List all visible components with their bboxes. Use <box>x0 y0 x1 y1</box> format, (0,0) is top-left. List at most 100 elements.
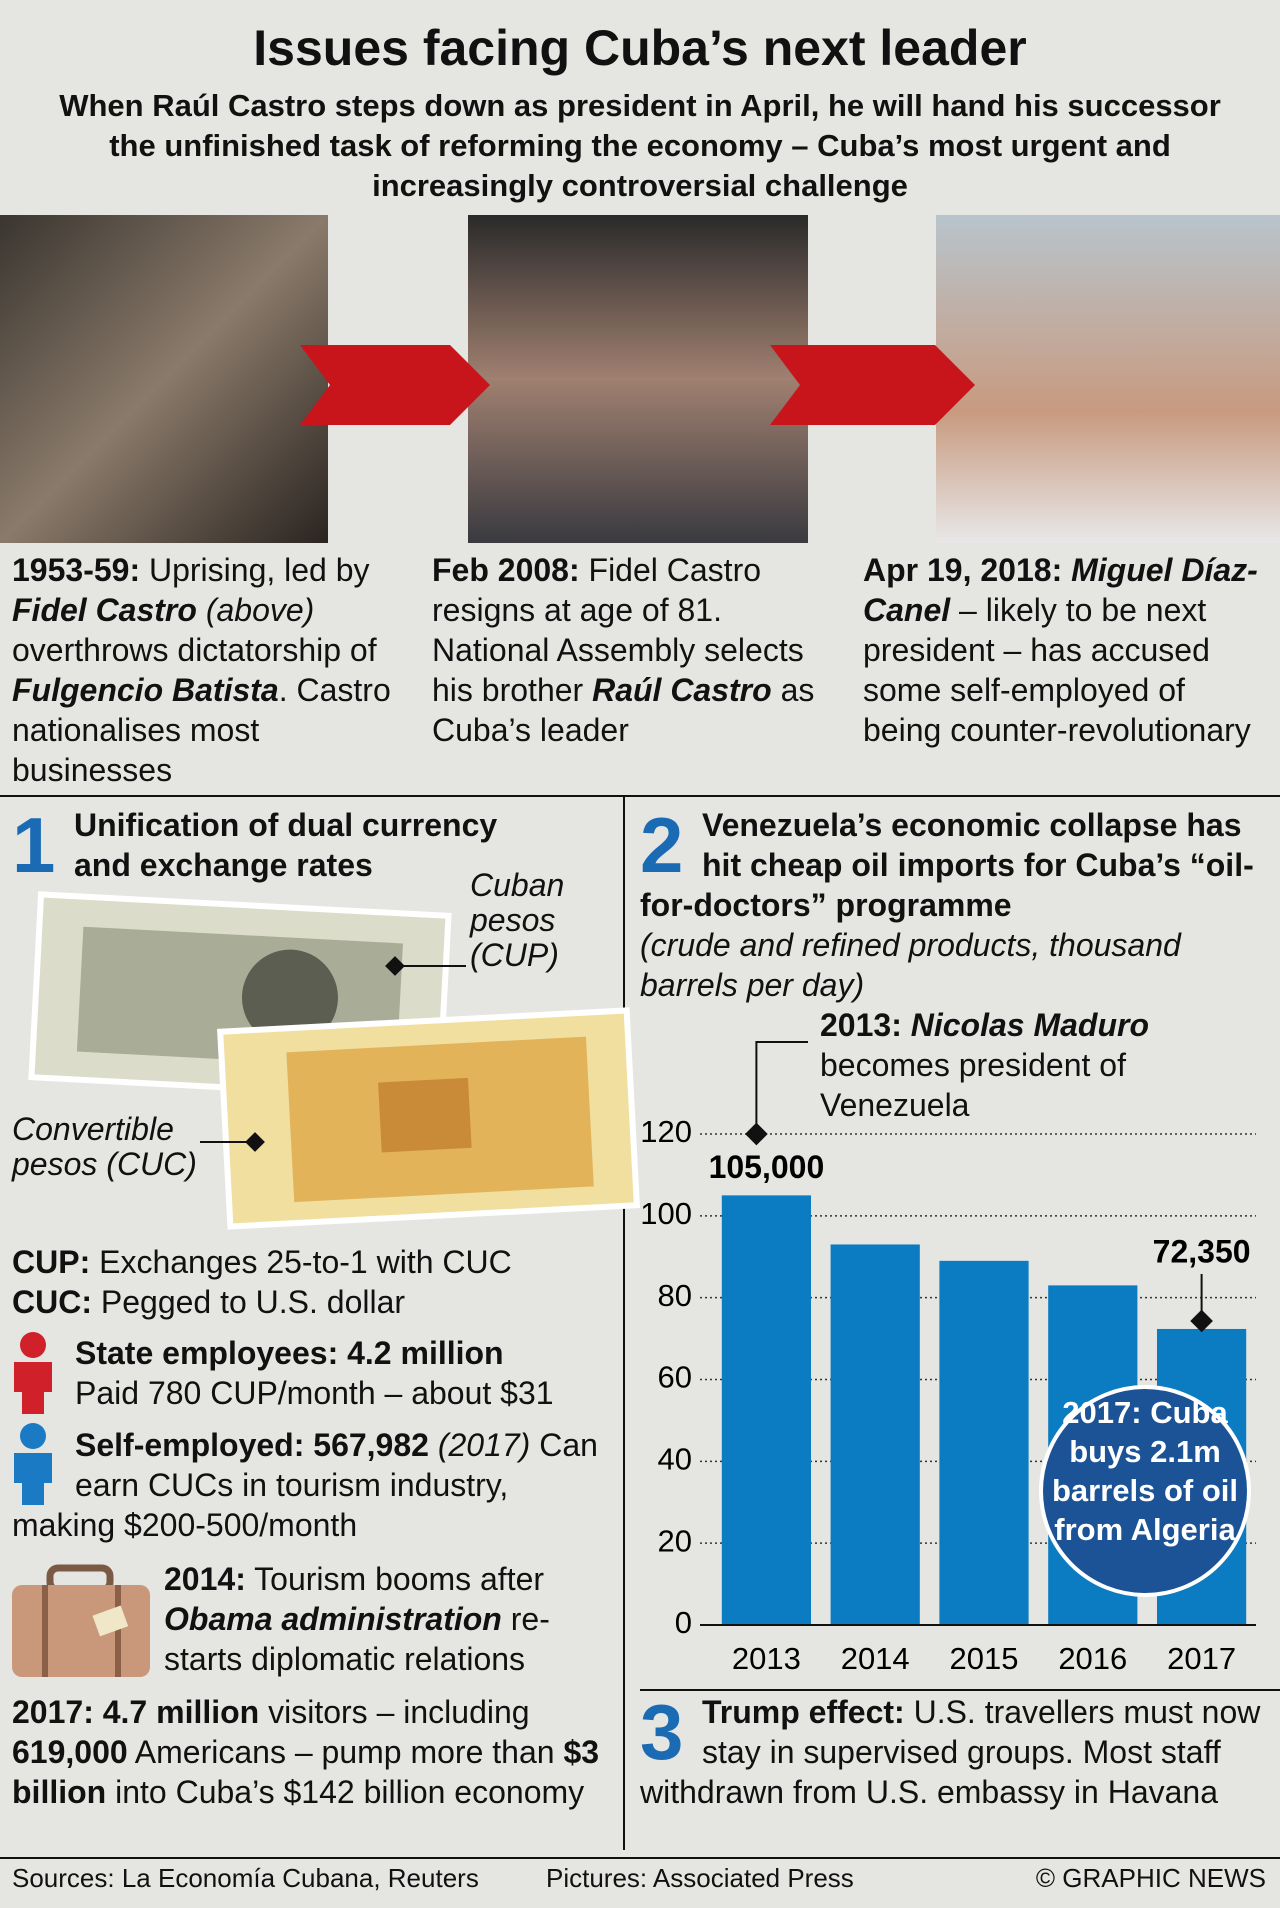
value-label: 105,000 <box>709 1149 825 1185</box>
timeline-entry: Apr 19, 2018: Miguel Díaz-Canel – likely… <box>863 550 1268 750</box>
y-tick-label: 20 <box>658 1523 692 1558</box>
chart-subtitle: (crude and refined products, thousand ba… <box>640 927 1181 1003</box>
name: Fidel Castro <box>12 592 197 628</box>
timeline-entry: Feb 2008: Fidel Castro resigns at age of… <box>432 550 842 750</box>
y-tick-label: 0 <box>675 1605 692 1640</box>
section-number: 2 <box>640 801 684 889</box>
text: U.S. travellers must now stay in supervi… <box>640 1694 1261 1810</box>
text: . Castro nationalises most businesses <box>12 672 391 788</box>
self-employed: Self-employed: 567,982 (2017) Can earn C… <box>12 1425 612 1545</box>
banknote-cuc <box>217 1007 641 1230</box>
timeline-entry: 1953-59: Uprising, led by Fidel Castro (… <box>12 550 422 790</box>
value-label: 72,350 <box>1153 1233 1251 1269</box>
label: CUP: <box>12 1244 91 1280</box>
text: – likely to be next president – has accu… <box>863 592 1251 748</box>
title: Issues facing Cuba’s next leader <box>253 20 1027 76</box>
date: 1953-59: <box>12 552 141 588</box>
text: Pegged to U.S. dollar <box>100 1284 406 1320</box>
heading: Unification of dual currency and exchang… <box>74 807 498 883</box>
name: Miguel Díaz-Canel <box>863 552 1258 628</box>
x-tick-label: 2013 <box>732 1641 801 1676</box>
x-tick-label: 2014 <box>841 1641 910 1676</box>
text: as Cuba’s leader <box>432 672 815 748</box>
heading: Trump effect: <box>702 1694 905 1730</box>
pointer <box>745 1122 768 1146</box>
text: becomes president of Venezuela <box>820 1047 1126 1123</box>
chart: 0 20 40 60 80 100 120 2013 2014 2015 2016 2017 105,0… <box>640 1041 1256 1676</box>
rate: CUP: Exchanges 25-to-1 with CUC <box>12 1242 612 1282</box>
subtitle: When Raúl Castro steps down as president… <box>59 88 1221 203</box>
pictures: Pictures: Associated Press <box>546 1863 854 1893</box>
icon-suitcase <box>12 1564 150 1677</box>
text: Fidel Castro resigns at age of 81. Natio… <box>432 552 804 708</box>
section-number: 1 <box>12 801 56 889</box>
x-tick-label: 2017 <box>1167 1641 1236 1676</box>
rates: CUP: Exchanges 25-to-1 with CUC CUC: Peg… <box>12 1242 612 1322</box>
pointer <box>245 1132 265 1152</box>
y-tick-label: 100 <box>640 1196 692 1231</box>
y-tick-label: 120 <box>640 1114 692 1149</box>
y-tick-label: 80 <box>658 1278 692 1313</box>
heading: State employees: 4.2 million <box>75 1335 504 1371</box>
bar <box>830 1244 920 1625</box>
icon-self-employed <box>14 1423 52 1505</box>
note-label: Cuban pesos (CUP) <box>470 867 565 973</box>
pointer <box>1190 1309 1213 1333</box>
label: CUC: <box>12 1284 92 1320</box>
photo-raul <box>468 215 808 543</box>
section-1-heading: 1 Unification of dual currency and excha… <box>12 805 612 885</box>
arrow <box>770 345 975 425</box>
name: Obama administration <box>164 1601 502 1637</box>
chart-heading: 2 Venezuela’s economic collapse has hit … <box>640 805 1270 1005</box>
year: 2014: <box>164 1561 246 1597</box>
name: Raúl Castro <box>592 672 772 708</box>
callout: 2017: Cuba buys 2.1m barrels of oil from… <box>1051 1395 1239 1547</box>
text: re-starts diplomatic relations <box>164 1601 550 1677</box>
arrow <box>300 345 490 425</box>
figure: 2017: 4.7 million <box>12 1694 260 1730</box>
text: Paid 780 CUP/month – about $31 <box>75 1375 554 1411</box>
date: Feb 2008: <box>432 552 580 588</box>
tourism: 2014: Tourism booms after Obama administ… <box>164 1559 619 1679</box>
section-number: 3 <box>640 1688 684 1776</box>
text: Americans – pump more than <box>134 1734 555 1770</box>
photo-fidel <box>0 215 328 543</box>
annotation: 2013: Nicolas Maduro becomes president o… <box>820 1005 1230 1125</box>
leader <box>755 1041 808 1134</box>
section-3: 3 Trump effect: U.S. travellers must now… <box>640 1692 1270 1812</box>
pointer <box>385 956 405 976</box>
note-label: Convertible pesos (CUC) <box>12 1111 197 1182</box>
figure: 619,000 <box>12 1734 128 1770</box>
bar <box>939 1260 1029 1625</box>
rate: CUC: Pegged to U.S. dollar <box>12 1282 612 1322</box>
y-tick-label: 40 <box>658 1442 692 1477</box>
figure: $3 billion <box>12 1734 600 1810</box>
y-tick-label: 60 <box>658 1360 692 1395</box>
text: into Cuba’s $142 billion economy <box>115 1774 585 1810</box>
sources: Sources: La Economía Cubana, Reuters <box>12 1863 479 1893</box>
visitors: 2017: 4.7 million visitors – including 6… <box>12 1692 612 1812</box>
icon-state-employee <box>14 1332 52 1414</box>
text: Can earn CUCs in tourism industry, makin… <box>12 1427 598 1543</box>
chart-title: Venezuela’s economic collapse has hit ch… <box>640 807 1254 923</box>
text: overthrows dictatorship of <box>12 632 377 668</box>
state-employees: State employees: 4.2 million Paid 780 CU… <box>12 1333 612 1413</box>
text: (above) <box>205 592 315 628</box>
date: Apr 19, 2018: <box>863 552 1063 588</box>
callout-bubble <box>1039 1385 1251 1597</box>
name: Fulgencio Batista <box>12 672 279 708</box>
year: 2013: <box>820 1007 902 1043</box>
photo-diaz-canel <box>936 215 1280 543</box>
name: Nicolas Maduro <box>910 1007 1149 1043</box>
x-tick-label: 2015 <box>950 1641 1019 1676</box>
text: Tourism booms after <box>254 1561 545 1597</box>
credit: © GRAPHIC NEWS <box>1035 1863 1266 1893</box>
heading: Self-employed: 567,982 <box>75 1427 429 1463</box>
year: (2017) <box>437 1427 531 1463</box>
text: visitors – including <box>268 1694 530 1730</box>
x-tick-label: 2016 <box>1058 1641 1127 1676</box>
text: Exchanges 25-to-1 with CUC <box>99 1244 512 1280</box>
bar <box>721 1195 812 1625</box>
